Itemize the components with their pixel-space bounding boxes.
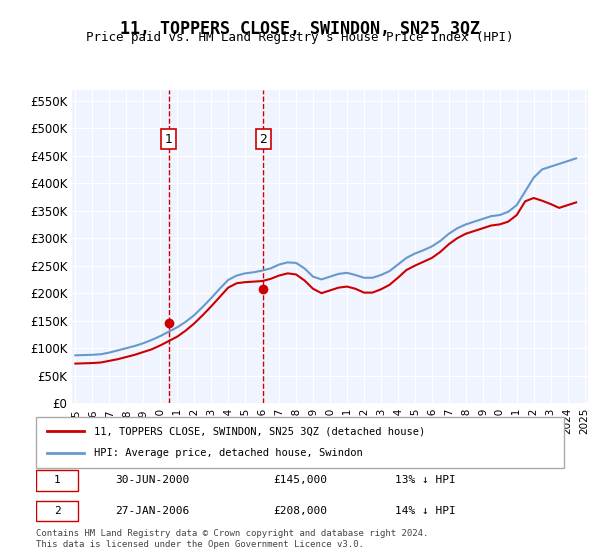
Text: Contains HM Land Registry data © Crown copyright and database right 2024.
This d: Contains HM Land Registry data © Crown c… [36, 529, 428, 549]
Text: 2: 2 [54, 506, 61, 516]
Text: 13% ↓ HPI: 13% ↓ HPI [395, 475, 456, 485]
Text: 11, TOPPERS CLOSE, SWINDON, SN25 3QZ: 11, TOPPERS CLOSE, SWINDON, SN25 3QZ [120, 20, 480, 38]
Text: 30-JUN-2000: 30-JUN-2000 [115, 475, 190, 485]
Text: £145,000: £145,000 [274, 475, 328, 485]
Text: 11, TOPPERS CLOSE, SWINDON, SN25 3QZ (detached house): 11, TOPPERS CLOSE, SWINDON, SN25 3QZ (de… [94, 426, 425, 436]
FancyBboxPatch shape [36, 501, 78, 521]
FancyBboxPatch shape [36, 470, 78, 491]
FancyBboxPatch shape [36, 417, 564, 468]
Text: 2: 2 [260, 133, 268, 146]
Text: 14% ↓ HPI: 14% ↓ HPI [395, 506, 456, 516]
Text: Price paid vs. HM Land Registry's House Price Index (HPI): Price paid vs. HM Land Registry's House … [86, 31, 514, 44]
Text: 27-JAN-2006: 27-JAN-2006 [115, 506, 190, 516]
Text: 1: 1 [54, 475, 61, 485]
Text: £208,000: £208,000 [274, 506, 328, 516]
Text: 1: 1 [165, 133, 173, 146]
Text: HPI: Average price, detached house, Swindon: HPI: Average price, detached house, Swin… [94, 449, 363, 459]
